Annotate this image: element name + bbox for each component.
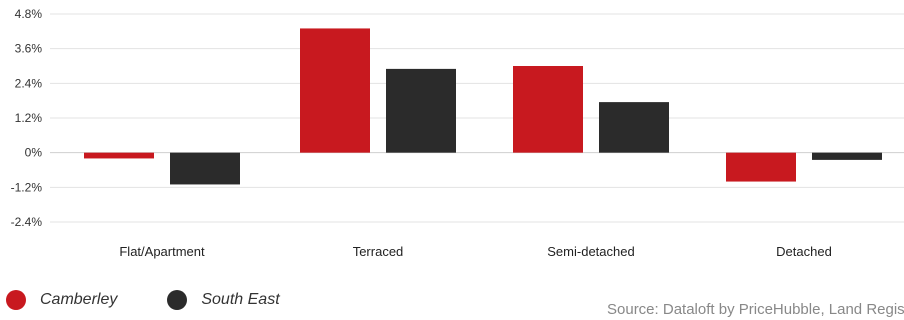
x-category-label: Detached [776, 244, 832, 259]
legend-item-camberley: Camberley [0, 290, 117, 310]
bar-chart: 4.8% 3.6% 2.4% 1.2% 0% -1.2% -2.4% Flat/Apartm… [11, 7, 904, 259]
legend-label-camberley: Camberley [40, 291, 118, 308]
y-tick-label: 2.4% [15, 76, 43, 90]
x-axis-category-labels: Flat/Apartment Terraced Semi-detached Detac… [119, 244, 831, 259]
legend: Camberley South East [0, 286, 324, 314]
y-tick-label: 4.8% [15, 7, 43, 21]
x-category-label: Semi-detached [547, 244, 634, 259]
bar-camberley-flat-apartment [84, 152, 154, 159]
y-tick-label: 0% [25, 146, 43, 160]
bar-south-east-flat-apartment [170, 152, 240, 185]
y-tick-label: -1.2% [11, 180, 43, 194]
x-category-label: Flat/Apartment [119, 244, 205, 259]
bar-camberley-detached [726, 152, 796, 182]
y-axis-tick-labels: 4.8% 3.6% 2.4% 1.2% 0% -1.2% -2.4% [11, 7, 43, 229]
bar-south-east-detached [812, 152, 882, 160]
y-tick-label: 1.2% [15, 111, 43, 125]
y-tick-label: -2.4% [11, 215, 43, 229]
gridlines [50, 13, 904, 223]
x-category-label: Terraced [353, 244, 404, 259]
legend-item-south-east: South East [161, 290, 280, 310]
legend-swatch-camberley [6, 290, 26, 310]
bar-south-east-semi-detached [599, 102, 669, 153]
y-tick-label: 3.6% [15, 42, 43, 56]
bar-south-east-terraced [386, 68, 456, 153]
legend-label-south-east: South East [201, 291, 280, 308]
bar-camberley-terraced [300, 28, 370, 153]
bar-camberley-semi-detached [513, 66, 583, 153]
legend-swatch-south-east [167, 290, 188, 310]
source-note: Source: Dataloft by PriceHubble, Land Re… [607, 301, 904, 318]
bars [84, 28, 882, 185]
